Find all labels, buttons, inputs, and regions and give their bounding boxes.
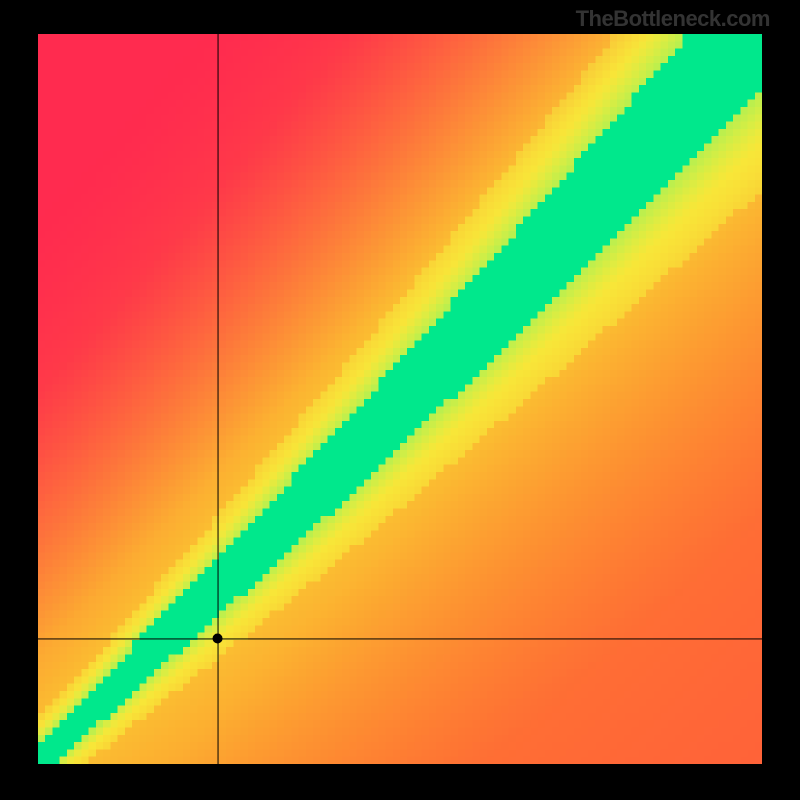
crosshair-overlay — [38, 34, 762, 764]
heatmap-plot — [38, 34, 762, 764]
chart-container: TheBottleneck.com — [0, 0, 800, 800]
watermark-text: TheBottleneck.com — [576, 6, 770, 32]
